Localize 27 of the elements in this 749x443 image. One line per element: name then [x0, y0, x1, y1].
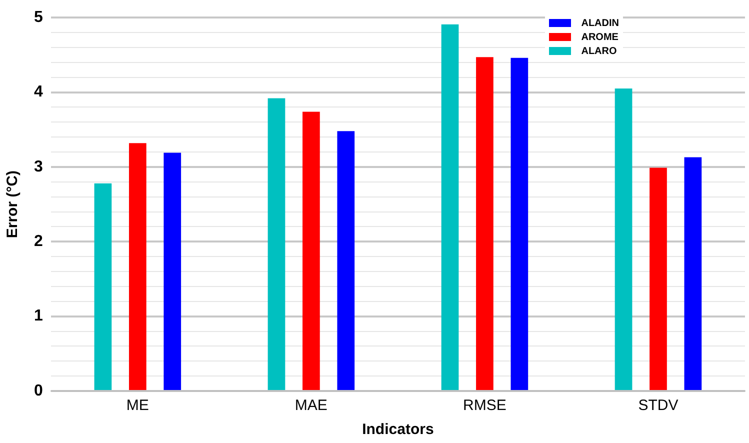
y-axis-title: Error (°C) — [4, 170, 22, 238]
y-tick-label: 0 — [34, 382, 43, 400]
x-axis-title: Indicators — [362, 421, 434, 438]
bar — [128, 143, 146, 390]
bar — [337, 131, 355, 390]
bar — [441, 24, 459, 390]
bar — [650, 168, 667, 390]
legend-label: AROME — [581, 32, 618, 42]
y-tick-label: 5 — [34, 9, 43, 26]
bar — [164, 152, 182, 390]
bar — [614, 88, 632, 390]
legend-label: ALADIN — [581, 18, 619, 28]
bar — [476, 57, 494, 390]
y-tick-label: 4 — [34, 84, 43, 101]
x-tick-label: ME — [126, 397, 149, 414]
x-tick-label: MAE — [294, 397, 328, 414]
x-tick-label: RMSE — [463, 397, 506, 414]
bar — [268, 98, 286, 390]
bar — [94, 183, 112, 390]
x-tick-label: STDV — [638, 397, 678, 414]
y-tick-label: 1 — [34, 308, 43, 325]
y-tick-label: 2 — [34, 233, 43, 250]
bar — [510, 58, 528, 390]
y-tick-label: 3 — [34, 158, 43, 176]
bar — [302, 112, 320, 390]
legend-label: ALARO — [581, 46, 617, 56]
bar — [684, 157, 702, 390]
